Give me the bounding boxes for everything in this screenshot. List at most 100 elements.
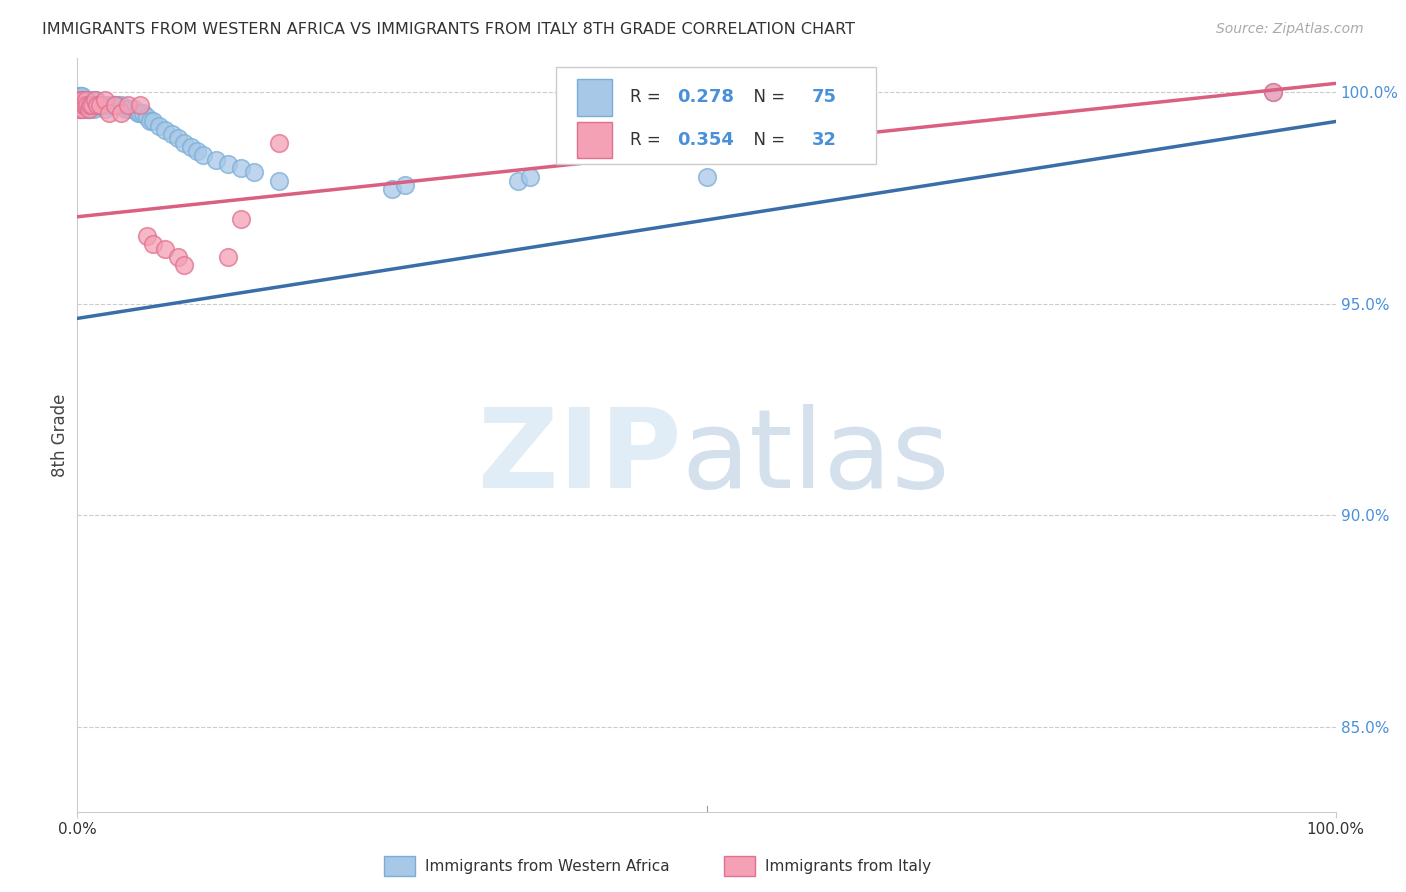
Point (142, 114, 165, 128)
Point (72, 102, 94, 116)
Point (82, 97, 104, 112)
Point (135, 110, 157, 124)
Point (519, 169, 541, 184)
Point (127, 106, 149, 120)
Point (70, 97, 93, 112)
Point (129, 106, 152, 120)
Point (104, 97, 127, 112)
Point (107, 97, 129, 112)
Text: N =: N = (742, 88, 790, 106)
Point (186, 144, 208, 158)
Text: atlas: atlas (682, 404, 950, 511)
Point (87, 97, 110, 112)
Point (69, 93, 91, 107)
Point (70, 102, 93, 116)
Point (86, 97, 108, 112)
Point (86, 97, 108, 112)
Point (267, 136, 290, 150)
Text: Immigrants from Western Africa: Immigrants from Western Africa (425, 859, 669, 873)
Point (129, 97, 152, 112)
Point (167, 131, 190, 145)
Point (217, 157, 239, 171)
Point (73, 97, 96, 112)
Point (72, 93, 94, 107)
Point (84, 93, 107, 107)
Point (72, 97, 94, 112)
Text: N =: N = (742, 131, 790, 149)
Y-axis label: 8th Grade: 8th Grade (51, 393, 69, 476)
Point (110, 106, 132, 120)
Point (84, 97, 107, 112)
Point (69, 102, 91, 116)
Text: 0.354: 0.354 (678, 131, 734, 149)
Point (67, 93, 90, 107)
Point (69, 93, 91, 107)
Point (79, 93, 101, 107)
Point (73, 93, 96, 107)
Point (148, 119, 170, 133)
Point (117, 102, 139, 116)
Point (72, 97, 94, 112)
Point (69, 89, 91, 103)
Point (94, 93, 117, 107)
Point (76, 93, 98, 107)
Point (83, 102, 105, 116)
Point (75, 93, 97, 107)
Point (267, 174, 290, 188)
Point (72, 97, 94, 112)
Point (142, 237, 165, 252)
Point (76, 97, 98, 112)
Point (70, 97, 93, 112)
Point (97, 97, 120, 112)
Text: ZIP: ZIP (478, 404, 682, 511)
Point (67, 97, 90, 112)
Point (132, 106, 155, 120)
Point (135, 228, 157, 243)
Text: Source: ZipAtlas.com: Source: ZipAtlas.com (1216, 22, 1364, 37)
Point (104, 97, 127, 112)
Point (69, 97, 91, 112)
Point (77, 102, 100, 116)
Point (229, 161, 252, 175)
Point (72, 102, 94, 116)
Point (75, 93, 97, 107)
Point (94, 102, 117, 116)
Text: R =: R = (630, 131, 666, 149)
Point (696, 169, 718, 184)
Point (72, 93, 94, 107)
Point (89, 97, 111, 112)
Point (97, 106, 120, 120)
Point (122, 102, 145, 116)
Point (229, 211, 252, 226)
Point (84, 93, 107, 107)
Point (114, 102, 136, 116)
Point (80, 97, 103, 112)
Point (381, 182, 404, 196)
Point (72, 93, 94, 107)
Point (155, 242, 177, 256)
Point (120, 102, 142, 116)
Point (75, 102, 97, 116)
Point (155, 123, 177, 137)
Point (77, 97, 100, 112)
Point (70, 89, 93, 103)
Point (73, 97, 96, 112)
Point (217, 250, 239, 264)
Text: 0.278: 0.278 (678, 88, 734, 106)
Text: R =: R = (630, 88, 666, 106)
Text: 75: 75 (813, 88, 837, 106)
Point (91, 97, 114, 112)
Point (180, 140, 202, 154)
Point (204, 153, 226, 167)
Point (82, 97, 104, 112)
Text: IMMIGRANTS FROM WESTERN AFRICA VS IMMIGRANTS FROM ITALY 8TH GRADE CORRELATION CH: IMMIGRANTS FROM WESTERN AFRICA VS IMMIGR… (42, 22, 855, 37)
Point (83, 97, 105, 112)
Point (89, 97, 111, 112)
Point (139, 114, 162, 128)
Point (79, 97, 101, 112)
Point (76, 97, 98, 112)
Point (173, 259, 195, 273)
Point (191, 148, 215, 162)
Point (160, 127, 183, 141)
Point (173, 136, 195, 150)
